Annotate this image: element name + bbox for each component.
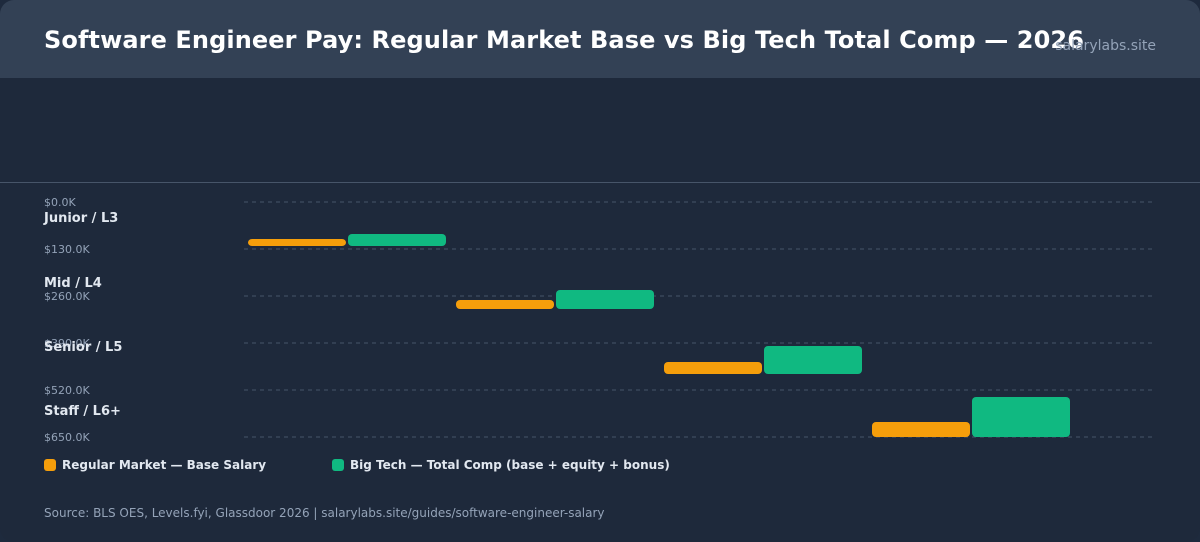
header-bar: Software Engineer Pay: Regular Market Ba… xyxy=(0,0,1200,78)
legend-label-bigtech: Big Tech — Total Comp (base + equity + b… xyxy=(350,458,670,472)
legend-swatch-regular xyxy=(44,459,56,471)
category-label: Mid / L4 xyxy=(44,276,102,291)
category-label: Staff / L6+ xyxy=(44,404,121,419)
legend-swatch-bigtech xyxy=(332,459,344,471)
header-divider xyxy=(0,182,1200,183)
bar-regular-base xyxy=(664,362,762,374)
bar-regular-base xyxy=(872,422,970,437)
bar-bigtech-total xyxy=(764,346,862,374)
y-tick-label: $260.0K xyxy=(44,290,90,303)
y-tick-label: $130.0K xyxy=(44,243,90,256)
category-label: Senior / L5 xyxy=(44,340,122,355)
source-note: Source: BLS OES, Levels.fyi, Glassdoor 2… xyxy=(44,506,605,520)
bar-bigtech-total xyxy=(348,234,446,246)
bar-regular-base xyxy=(456,300,554,309)
legend-item-bigtech: Big Tech — Total Comp (base + equity + b… xyxy=(332,458,670,472)
y-tick-label: $650.0K xyxy=(44,431,90,444)
legend-label-regular: Regular Market — Base Salary xyxy=(62,458,267,472)
chart-title: Software Engineer Pay: Regular Market Ba… xyxy=(44,26,1085,54)
bar-bigtech-total xyxy=(556,290,654,309)
legend-item-regular: Regular Market — Base Salary xyxy=(44,458,266,472)
bar-regular-base xyxy=(248,239,346,246)
site-name: salarylabs.site xyxy=(1055,38,1156,54)
y-tick-label: $390.0K xyxy=(44,337,90,350)
y-tick-label: $0.0K xyxy=(44,196,76,209)
category-label: Junior / L3 xyxy=(43,211,118,226)
bar-bigtech-total xyxy=(972,397,1070,437)
y-tick-label: $520.0K xyxy=(44,384,90,397)
